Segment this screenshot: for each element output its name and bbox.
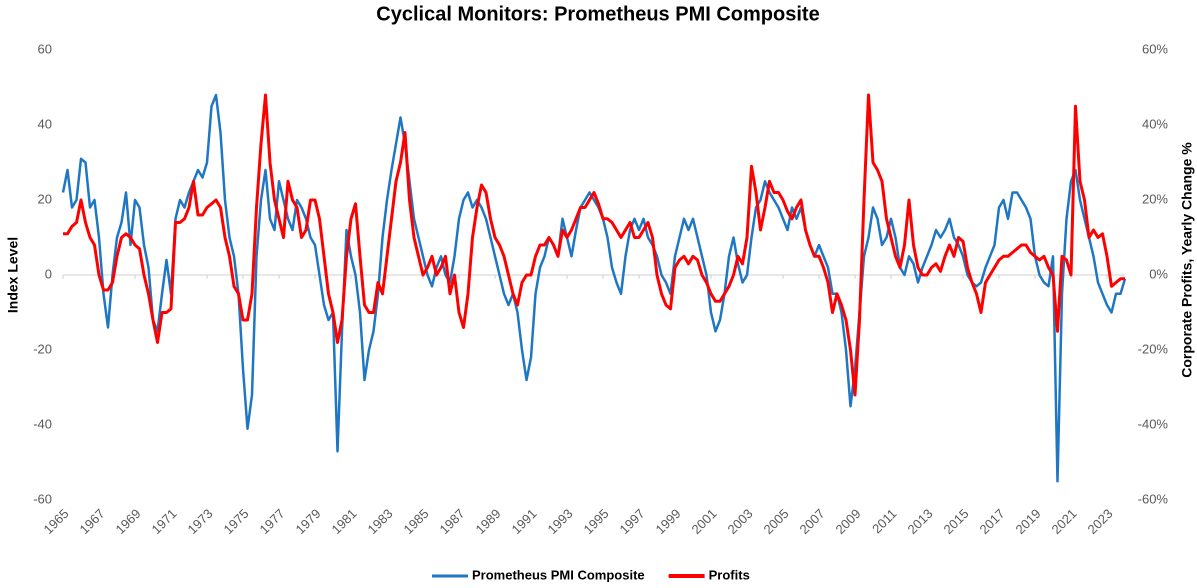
y2-tick-label: -40% <box>1138 416 1169 431</box>
y-axis-label: Index Level <box>5 237 21 313</box>
y-tick-label: -20 <box>33 341 52 356</box>
y-tick-label: 0 <box>45 266 52 281</box>
x-tick-label: 1979 <box>292 506 323 537</box>
x-tick-label: 2005 <box>760 506 791 537</box>
x-tick-label: 2013 <box>904 506 935 537</box>
x-tick-label: 2011 <box>869 506 899 536</box>
x-tick-label: 2021 <box>1048 506 1079 537</box>
y-tick-label: -40 <box>33 416 52 431</box>
x-tick-label: 1985 <box>400 506 431 537</box>
x-tick-label: 1999 <box>652 506 683 537</box>
y-tick-label: -60 <box>33 491 52 506</box>
x-tick-label: 1965 <box>40 506 71 537</box>
y2-tick-label: 60% <box>1142 41 1168 56</box>
y2-axis-label: Corporate Profits, Yearly Change % <box>1179 142 1195 378</box>
x-tick-label: 1987 <box>436 506 467 537</box>
series-line <box>61 93 1127 483</box>
x-tick-label: 1983 <box>364 506 395 537</box>
y2-tick-label: 40% <box>1142 116 1168 131</box>
x-tick-label: 1975 <box>220 506 251 537</box>
x-tick-label: 1997 <box>616 506 647 537</box>
x-tick-label: 1995 <box>580 506 611 537</box>
x-tick-label: 2003 <box>724 506 755 537</box>
x-tick-label: 1971 <box>148 506 179 537</box>
x-tick-label: 2001 <box>688 506 719 537</box>
series-line <box>63 93 1125 397</box>
y-tick-label: 40 <box>38 116 52 131</box>
x-tick-label: 2007 <box>796 506 827 537</box>
legend-label: Profits <box>709 567 750 582</box>
y-tick-label: 20 <box>38 191 52 206</box>
x-tick-label: 2023 <box>1084 506 1115 537</box>
x-tick-label: 1989 <box>472 506 503 537</box>
y2-tick-label: 0% <box>1149 266 1168 281</box>
chart-title: Cyclical Monitors: Prometheus PMI Compos… <box>376 3 819 25</box>
x-tick-label: 1977 <box>256 506 287 537</box>
y-tick-label: 60 <box>38 41 52 56</box>
legend-label: Prometheus PMI Composite <box>472 567 645 582</box>
x-tick-label: 1967 <box>76 506 107 537</box>
x-tick-label: 2017 <box>976 506 1007 537</box>
x-tick-label: 2015 <box>940 506 971 537</box>
x-tick-label: 1993 <box>544 506 575 537</box>
x-tick-label: 1969 <box>112 506 143 537</box>
x-tick-label: 1973 <box>184 506 215 537</box>
y2-tick-label: -20% <box>1138 341 1169 356</box>
x-tick-label: 1981 <box>328 506 359 537</box>
x-tick-label: 2009 <box>832 506 863 537</box>
x-tick-label: 2019 <box>1012 506 1043 537</box>
x-tick-label: 1991 <box>508 506 539 537</box>
y2-tick-label: -60% <box>1138 491 1169 506</box>
y2-tick-label: 20% <box>1142 191 1168 206</box>
